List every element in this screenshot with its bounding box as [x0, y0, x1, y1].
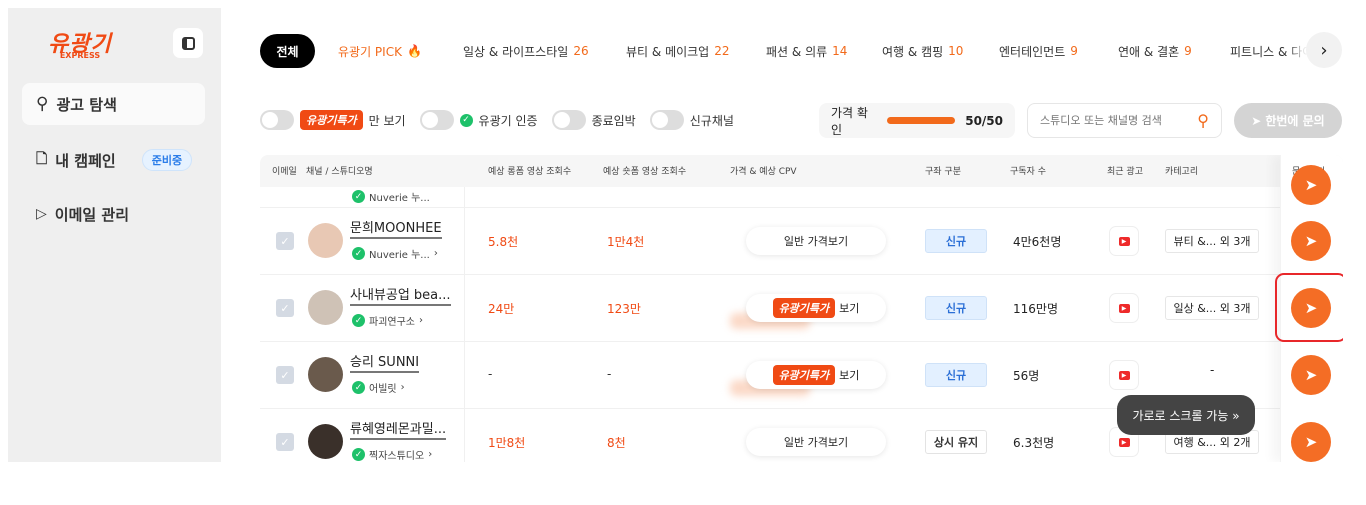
new-channel-toggle[interactable] — [649, 110, 684, 130]
row-checkbox[interactable]: ✓ — [276, 232, 294, 250]
inquiry-button[interactable]: ➤ — [1291, 355, 1331, 395]
tab-all[interactable]: 전체 — [260, 34, 315, 68]
progress-bar — [887, 117, 956, 124]
document-icon: 🗋 — [36, 151, 48, 167]
studio-link[interactable]: ✓ Nuverie 누... — [352, 189, 430, 204]
filter-bar: 유광기특가 만 보기 ✓ 유광기 인증 종료임박 신규채널 — [260, 110, 734, 130]
certified-toggle[interactable] — [419, 110, 454, 130]
slot-type-badge: 신규 — [925, 229, 987, 253]
inquiry-button[interactable]: ➤ — [1291, 288, 1331, 328]
youtube-icon[interactable]: ▶ — [1109, 226, 1139, 256]
avatar — [308, 290, 343, 325]
row-checkbox[interactable]: ✓ — [276, 433, 294, 451]
sidebar-icon — [181, 36, 195, 50]
studio-link[interactable]: ✓ Nuverie 누... › — [352, 246, 438, 261]
tab-daily[interactable]: 일상 & 라이프스타일 26 — [463, 44, 589, 59]
special-tag: 유광기특가 — [300, 110, 363, 130]
price-view-button[interactable]: 일반 가격보기 — [746, 227, 886, 255]
search-icon: ⚲ — [36, 94, 49, 114]
scroll-hint-tooltip: 가로로 스크롤 가능 » — [1117, 395, 1255, 435]
search-input[interactable] — [1040, 114, 1180, 127]
chevron-right-icon[interactable]: › — [1306, 32, 1342, 68]
sidebar-item-email[interactable]: ▷ 이메일 관리 — [36, 205, 130, 224]
studio-link[interactable]: ✓ 어빌릿 › — [352, 380, 405, 395]
avatar — [308, 424, 343, 459]
tab-beauty[interactable]: 뷰티 & 메이크업 22 — [626, 44, 730, 59]
sidebar-item-my-campaign[interactable]: 🗋 내 캠페인 준비중 — [22, 139, 205, 181]
tab-fitness[interactable]: 피트니스 & 다이 — [1230, 44, 1314, 59]
row-checkbox[interactable]: ✓ — [276, 366, 294, 384]
verified-icon: ✓ — [352, 314, 365, 327]
price-view-button[interactable]: 일반 가격보기 — [746, 428, 886, 456]
fire-icon: 🔥 — [406, 44, 422, 58]
ask-all-button[interactable]: ➤ 한번에 문의 — [1234, 103, 1342, 138]
search-icon[interactable]: ⚲ — [1197, 111, 1209, 130]
category-tag: - — [1210, 363, 1215, 377]
slot-type-badge: 상시 유지 — [925, 430, 987, 454]
send-icon: ➤ — [1304, 232, 1318, 250]
price-view-button[interactable]: 유광기특가 보기 — [746, 361, 886, 389]
ending-toggle[interactable] — [551, 110, 586, 130]
tab-pick[interactable]: 유광기 PICK 🔥 — [338, 44, 422, 59]
send-icon: ➤ — [1251, 113, 1262, 128]
status-badge: 준비중 — [141, 149, 193, 171]
youtube-icon[interactable]: ▶ — [1109, 293, 1139, 323]
highlight-box — [1275, 273, 1343, 342]
slot-type-badge: 신규 — [925, 363, 987, 387]
logo[interactable]: 유광기 EXPRESS — [48, 32, 112, 60]
avatar — [308, 223, 343, 258]
price-check-progress: 가격 확인 50/50 — [819, 103, 1015, 138]
studio-link[interactable]: ✓ 찍자스튜디오 › — [352, 447, 432, 462]
send-icon: ➤ — [1304, 433, 1318, 451]
tab-fashion[interactable]: 패션 & 의류 14 — [766, 44, 848, 59]
sidebar-toggle-button[interactable] — [173, 28, 203, 58]
studio-link[interactable]: ✓ 파괴연구소 › — [352, 313, 423, 328]
youtube-icon[interactable]: ▶ — [1109, 360, 1139, 390]
search-box: ⚲ — [1027, 103, 1222, 138]
send-icon: ▷ — [36, 206, 47, 222]
avatar — [308, 357, 343, 392]
table-row — [260, 342, 1343, 409]
inquiry-button[interactable]: ➤ — [1291, 221, 1331, 261]
table-header — [260, 155, 1343, 187]
channel-name[interactable]: 승리 SUNNI — [350, 355, 420, 373]
table-row — [260, 275, 1343, 342]
tab-travel[interactable]: 여행 & 캠핑 10 — [882, 44, 964, 59]
tab-entertainment[interactable]: 엔터테인먼트 9 — [999, 44, 1078, 59]
category-tag: 일상 &... 외 3개 — [1165, 296, 1259, 320]
verified-icon: ✓ — [459, 113, 473, 127]
channel-name[interactable]: 사내뷰공업 bea... — [350, 288, 451, 306]
send-icon: ➤ — [1304, 299, 1318, 317]
table-row — [260, 208, 1343, 275]
channel-name[interactable]: 문희MOONHEE — [350, 221, 442, 239]
channel-table: 이메일 채널 / 스튜디오명 예상 롱폼 영상 조회수 예상 숏폼 영상 조회수… — [260, 155, 1343, 462]
verified-icon: ✓ — [352, 247, 365, 260]
slot-type-badge: 신규 — [925, 296, 987, 320]
category-tag: 뷰티 &... 외 3개 — [1165, 229, 1259, 253]
inquiry-button[interactable]: ➤ — [1291, 422, 1331, 462]
sidebar — [8, 8, 221, 462]
send-icon: ➤ — [1304, 366, 1318, 384]
special-toggle[interactable] — [260, 110, 294, 130]
price-view-button[interactable]: 유광기특가 보기 — [746, 294, 886, 322]
channel-name[interactable]: 류혜영레몬과밀... — [350, 422, 447, 440]
inquiry-button[interactable]: ➤ — [1291, 165, 1331, 205]
verified-icon: ✓ — [352, 448, 365, 461]
sidebar-item-ad-explore[interactable]: ⚲ 광고 탐색 — [22, 83, 205, 125]
row-checkbox[interactable]: ✓ — [276, 299, 294, 317]
tab-dating[interactable]: 연애 & 결혼 9 — [1118, 44, 1192, 59]
verified-icon: ✓ — [352, 381, 365, 394]
